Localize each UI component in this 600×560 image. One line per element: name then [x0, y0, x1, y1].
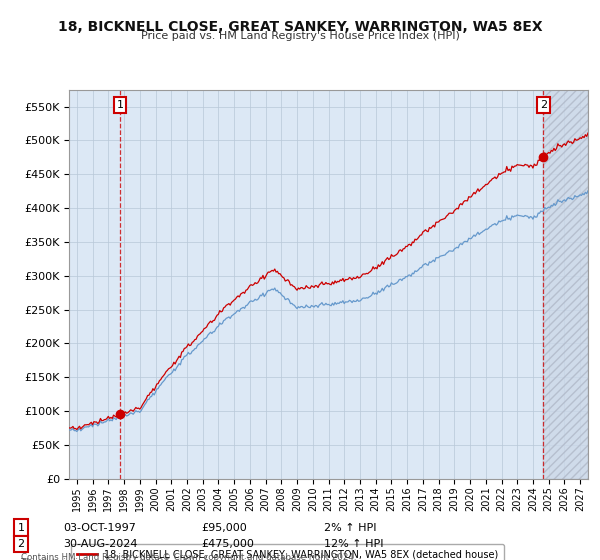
Text: 2% ↑ HPI: 2% ↑ HPI: [324, 522, 377, 533]
Text: 12% ↑ HPI: 12% ↑ HPI: [324, 539, 383, 549]
Text: 2: 2: [540, 100, 547, 110]
Text: 03-OCT-1997: 03-OCT-1997: [63, 522, 136, 533]
Text: 1: 1: [17, 522, 25, 533]
Text: £475,000: £475,000: [201, 539, 254, 549]
Text: Price paid vs. HM Land Registry's House Price Index (HPI): Price paid vs. HM Land Registry's House …: [140, 31, 460, 41]
Text: 1: 1: [116, 100, 124, 110]
Bar: [544, 90, 588, 479]
Legend: 18, BICKNELL CLOSE, GREAT SANKEY, WARRINGTON, WA5 8EX (detached house), HPI: Ave: 18, BICKNELL CLOSE, GREAT SANKEY, WARRIN…: [71, 544, 505, 560]
Text: £95,000: £95,000: [201, 522, 247, 533]
Text: 18, BICKNELL CLOSE, GREAT SANKEY, WARRINGTON, WA5 8EX: 18, BICKNELL CLOSE, GREAT SANKEY, WARRIN…: [58, 20, 542, 34]
Text: Contains HM Land Registry data © Crown copyright and database right 2024.: Contains HM Land Registry data © Crown c…: [21, 553, 356, 560]
Text: This data is licensed under the Open Government Licence v3.0.: This data is licensed under the Open Gov…: [21, 558, 296, 560]
Text: 30-AUG-2024: 30-AUG-2024: [63, 539, 137, 549]
Text: 2: 2: [17, 539, 25, 549]
